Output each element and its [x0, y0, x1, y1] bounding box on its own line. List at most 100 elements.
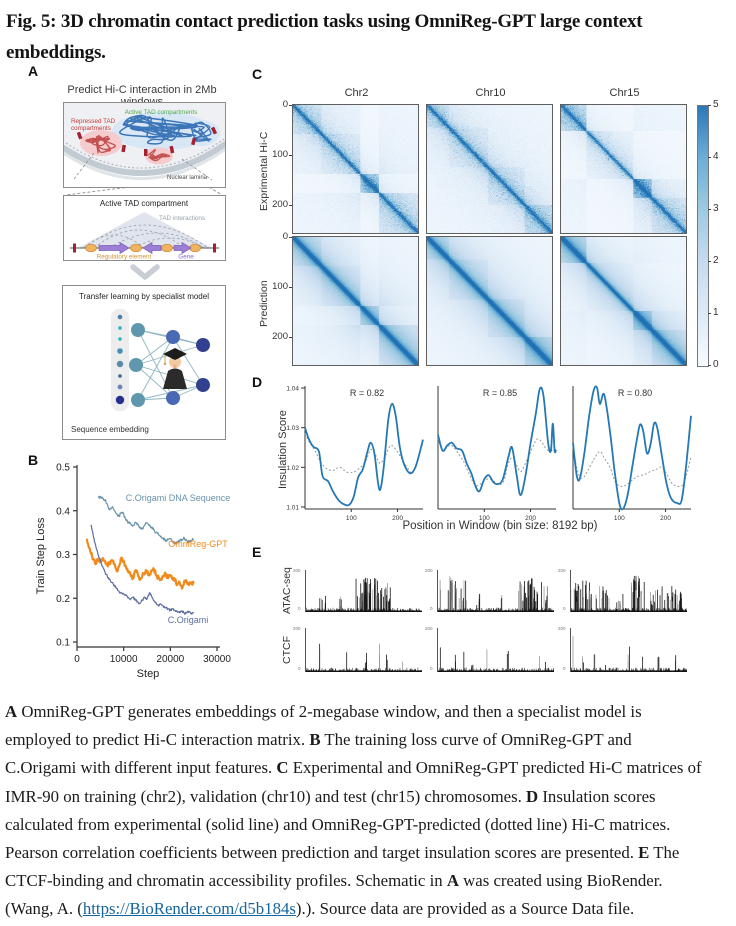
caption-panel-marker: B — [309, 730, 321, 750]
experimental-insulation-curve-1 — [437, 386, 557, 497]
caption-text: Experimental and OmniReg-GPT predicted H… — [288, 758, 702, 778]
heatmap-prediction-chr2 — [292, 236, 419, 366]
hic-ytick: 0 — [282, 231, 288, 242]
hic-ytick: 200 — [272, 331, 288, 342]
d-xtick: 100 — [479, 515, 490, 522]
nucleus-schematic: Active TAD compartments Repressed TAD co… — [63, 102, 226, 188]
caption-text: The training loss curve of OmniReg-GPT a… — [320, 730, 632, 750]
caption-text: OmniReg-GPT generates embeddings of 2-me… — [17, 702, 642, 721]
ctcf-track-3 — [570, 628, 687, 672]
tad-title: Active TAD compartment — [100, 199, 189, 208]
series-label-0: C.Origami DNA Sequence — [126, 493, 231, 503]
b-xtick: 20000 — [156, 654, 184, 665]
sequence-embedding-label: Sequence embedding — [71, 425, 149, 434]
d-ytick: 1.02 — [286, 465, 299, 472]
caption-text: The — [649, 843, 680, 863]
train-loss-chart: 0.5 0.4 0.3 0.2 0.1 0 10000 20000 30000 Train Ste… — [35, 463, 231, 681]
heatmap-prediction-chr10 — [426, 236, 553, 366]
caption-panel-marker: A — [446, 871, 459, 891]
caption-line-3: C.Origami with different input features.… — [5, 754, 735, 782]
d-xtick: 100 — [346, 515, 357, 522]
d-ytick: 1.03 — [286, 425, 299, 432]
caption-text: calculated from experimental (solid line… — [5, 814, 671, 834]
nuclear-envelope-band — [64, 140, 225, 176]
b-xtick: 0 — [74, 654, 80, 665]
zoom-dash-left — [73, 152, 95, 180]
track-ymax-label: 200 — [293, 568, 301, 573]
caption-line-1: A OmniReg-GPT generates embeddings of 2-… — [5, 698, 735, 726]
caption-line-5: calculated from experimental (solid line… — [5, 811, 735, 839]
panel-e-label: E — [252, 544, 262, 560]
experimental-insulation-curve-2 — [572, 385, 692, 511]
figure-caption: A OmniReg-GPT generates embeddings of 2-… — [5, 698, 735, 924]
track-ymin-label: 0 — [430, 666, 433, 671]
atac-track-3 — [570, 570, 687, 612]
heatmap-experimental-chr15 — [560, 104, 687, 234]
heatmap-experimental-chr10 — [426, 104, 553, 234]
track-ymax-label: 200 — [425, 568, 433, 573]
caption-line-8: (Wang, A. (https://BioRender.com/d5b184s… — [5, 895, 735, 923]
caption-line-2: employed to predict Hi-C interaction mat… — [5, 726, 735, 754]
colorbar — [697, 105, 709, 367]
colorbar-tick: 2 — [713, 255, 719, 266]
repressed-tad-label-1: Repressed TAD — [71, 118, 116, 125]
panel-d-label: D — [252, 374, 263, 390]
ctcf-track-2 — [437, 628, 554, 672]
d-ytick: 1.01 — [286, 505, 299, 512]
colorbar-tick: 3 — [713, 203, 719, 214]
transfer-learning-schematic: Transfer learning by specialist model Se… — [62, 285, 226, 440]
b-xtick: 30000 — [203, 654, 231, 665]
regulatory-element-label: Regulatory element — [97, 254, 152, 261]
tad-compartment-diagram: Active TAD compartment TAD interactions … — [63, 195, 226, 261]
heatmap-experimental-chr2 — [292, 104, 419, 234]
nuclear-lamina-label: Nuclear lamina — [167, 175, 208, 181]
d-xtick: 200 — [525, 515, 536, 522]
caption-text: CTCF-binding and chromatin accessibility… — [5, 871, 447, 891]
caption-text: IMR-90 on training (chr2), validation (c… — [5, 786, 527, 806]
graduate-person-icon — [163, 348, 187, 389]
caption-text: employed to predict Hi-C interaction mat… — [5, 730, 310, 750]
colorbar-tick: 4 — [713, 151, 719, 162]
track-ymax-label: 200 — [558, 626, 566, 631]
caption-line-4: IMR-90 on training (chr2), validation (c… — [5, 783, 735, 811]
col-title-chr15: Chr15 — [609, 87, 640, 99]
b-ylabel: Train Step Loss — [35, 517, 47, 594]
ctcf-track-1 — [305, 628, 422, 672]
hic-ytick: 200 — [272, 199, 288, 210]
atac-track-1 — [305, 570, 422, 612]
caption-text: ).). Source data are provided as a Sourc… — [295, 899, 635, 919]
loss-curve-1 — [85, 538, 195, 590]
lamina-anchors — [76, 126, 218, 156]
predicted-insulation-curve-1 — [437, 438, 557, 487]
caption-text: C.Origami with different input features. — [5, 758, 277, 778]
track-ymin-label: 0 — [298, 666, 301, 671]
atac-track-2 — [437, 570, 554, 612]
track-ymax-label: 200 — [425, 626, 433, 631]
caption-line-7: CTCF-binding and chromatin accessibility… — [5, 867, 735, 895]
loss-curve-0 — [97, 495, 194, 545]
pearson-r-label-0: R = 0.82 — [350, 388, 384, 398]
regulatory-elements — [85, 243, 201, 253]
col-title-chr2: Chr2 — [344, 87, 369, 99]
track-ymin-label: 0 — [563, 606, 566, 611]
caption-panel-marker: E — [638, 843, 650, 863]
caption-line-6: Pearson correlation coefficients between… — [5, 839, 735, 867]
active-chromatin-squiggle — [119, 114, 199, 145]
hic-ytick: 0 — [282, 99, 288, 110]
heatmap-prediction-chr15 — [560, 236, 687, 366]
hic-ytick: 100 — [272, 149, 288, 160]
track-ymax-label: 200 — [293, 626, 301, 631]
b-ytick: 0.2 — [56, 594, 70, 605]
b-ytick: 0.5 — [56, 463, 70, 474]
d-xtick: 100 — [614, 515, 625, 522]
caption-text: (Wang, A. ( — [5, 899, 83, 919]
experimental-insulation-curve-0 — [304, 402, 424, 507]
biorender-link[interactable]: https://BioRender.com/d5b184s — [82, 899, 296, 919]
lamina-scallop — [65, 138, 225, 169]
insulation-score-plots: 1.04 1.03 1.02 1.01 100 200 R = 0.82 100 200 R = … — [286, 385, 692, 522]
embedding-dots — [115, 314, 125, 405]
gene-arrows — [98, 241, 192, 255]
figure-title-line2: embeddings. — [6, 42, 106, 63]
hic-ytick: 100 — [272, 281, 288, 292]
b-ytick: 0.3 — [56, 550, 70, 561]
